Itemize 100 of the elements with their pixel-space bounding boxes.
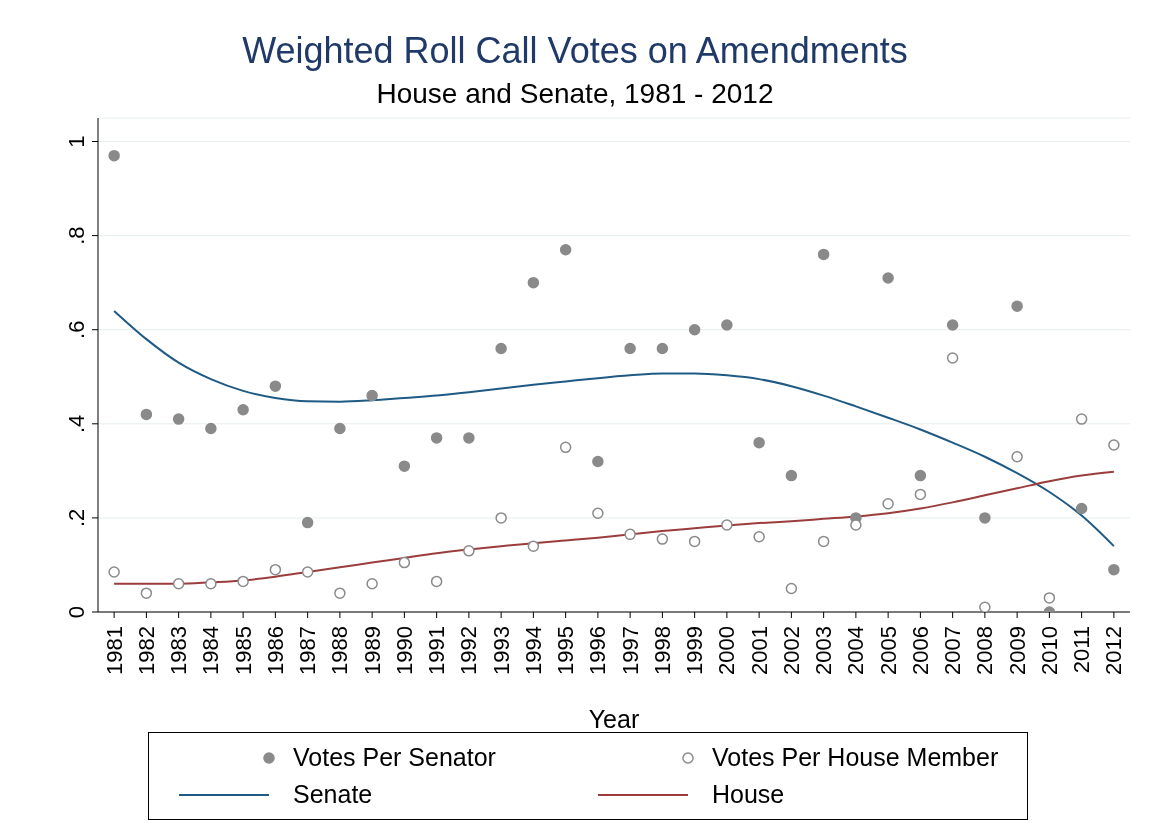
point bbox=[656, 533, 669, 545]
x-tick-label: 1981 bbox=[101, 626, 127, 675]
x-tick-label: 1998 bbox=[649, 626, 675, 675]
x-tick-label: 2008 bbox=[972, 626, 998, 675]
point bbox=[592, 455, 604, 468]
point bbox=[1011, 300, 1023, 312]
x-tick-label: 2010 bbox=[1036, 626, 1062, 675]
point bbox=[430, 575, 443, 588]
point bbox=[1043, 592, 1056, 604]
point bbox=[624, 342, 636, 355]
chart-subtitle: House and Senate, 1981 - 2012 bbox=[375, 78, 775, 110]
x-tick-label: 1992 bbox=[456, 626, 482, 675]
point bbox=[559, 243, 572, 256]
point bbox=[721, 319, 733, 331]
point bbox=[398, 460, 411, 472]
point bbox=[334, 587, 346, 599]
x-tick-label: 2002 bbox=[778, 626, 804, 675]
point bbox=[817, 248, 830, 261]
point bbox=[559, 441, 572, 454]
x-tick-label: 2011 bbox=[1069, 626, 1095, 674]
point bbox=[946, 352, 959, 364]
point bbox=[172, 578, 185, 590]
y-tick-label: .6 bbox=[64, 320, 89, 339]
legend-label: Votes Per Senator bbox=[293, 743, 496, 772]
x-tick-label: 2003 bbox=[811, 626, 837, 675]
point bbox=[624, 528, 636, 541]
x-tick-label: 2012 bbox=[1101, 626, 1127, 675]
x-tick-label: 2005 bbox=[875, 626, 901, 675]
point bbox=[946, 319, 959, 331]
line-series bbox=[113, 309, 1115, 548]
point bbox=[366, 389, 378, 402]
point bbox=[785, 469, 798, 482]
point bbox=[301, 566, 314, 578]
point bbox=[914, 469, 927, 482]
y-tick-label: 1 bbox=[64, 135, 89, 148]
point bbox=[785, 582, 798, 595]
x-tick-label: 2007 bbox=[940, 626, 966, 675]
y-tick-label: .8 bbox=[64, 226, 89, 245]
point bbox=[172, 413, 185, 425]
x-axis-title: Year bbox=[588, 705, 640, 733]
x-tick-label: 1999 bbox=[682, 626, 708, 675]
point bbox=[721, 519, 733, 531]
point bbox=[914, 488, 927, 501]
point bbox=[108, 566, 120, 578]
point bbox=[301, 516, 314, 529]
point bbox=[140, 408, 153, 421]
x-tick-label: 1995 bbox=[553, 626, 579, 675]
x-tick-label: 1982 bbox=[133, 626, 159, 675]
y-tick-label: .2 bbox=[64, 508, 89, 528]
point bbox=[269, 563, 282, 576]
point bbox=[817, 535, 830, 548]
x-tick-label: 1997 bbox=[617, 626, 643, 675]
point bbox=[592, 507, 604, 519]
legend-label: Senate bbox=[293, 780, 373, 809]
point bbox=[269, 380, 282, 392]
point bbox=[1075, 413, 1088, 425]
point bbox=[688, 535, 701, 548]
legend-label: Votes Per House Member bbox=[712, 743, 999, 772]
point bbox=[140, 587, 153, 599]
point bbox=[1108, 439, 1120, 451]
point bbox=[495, 512, 507, 524]
point bbox=[205, 422, 217, 435]
point bbox=[463, 545, 475, 557]
x-tick-label: 1993 bbox=[488, 626, 514, 675]
point bbox=[398, 556, 411, 569]
x-tick-label: 1996 bbox=[585, 626, 611, 675]
point bbox=[430, 432, 443, 444]
point bbox=[882, 498, 894, 510]
point bbox=[527, 276, 540, 289]
legend-label: House bbox=[712, 780, 785, 809]
point bbox=[1075, 502, 1088, 515]
x-tick-label: 1989 bbox=[359, 626, 385, 675]
x-tick-label: 1991 bbox=[424, 626, 450, 675]
point bbox=[753, 436, 765, 449]
x-tick-label: 2006 bbox=[907, 626, 933, 675]
x-tick-label: 1990 bbox=[391, 626, 417, 675]
point bbox=[1011, 450, 1023, 463]
x-tick-label: 1986 bbox=[262, 626, 288, 675]
point bbox=[850, 519, 862, 531]
x-tick-label: 2001 bbox=[746, 626, 772, 675]
point bbox=[205, 578, 217, 590]
y-tick-label: 0 bbox=[64, 605, 89, 619]
point bbox=[1108, 563, 1120, 576]
point bbox=[688, 323, 701, 336]
point bbox=[495, 342, 507, 355]
point bbox=[979, 601, 991, 612]
point bbox=[979, 512, 991, 524]
x-tick-label: 1983 bbox=[166, 626, 192, 675]
x-tick-label: 2009 bbox=[1004, 626, 1030, 675]
chart-title: Weighted Roll Call Votes on Amendments bbox=[241, 30, 909, 72]
x-tick-label: 1987 bbox=[295, 626, 321, 675]
point bbox=[366, 578, 378, 590]
point bbox=[753, 530, 765, 543]
point bbox=[527, 540, 540, 552]
point bbox=[463, 432, 475, 444]
point bbox=[237, 403, 249, 416]
y-tick-label: .4 bbox=[64, 414, 89, 433]
x-tick-label: 1988 bbox=[327, 626, 353, 675]
point bbox=[882, 272, 894, 284]
x-tick-label: 1994 bbox=[520, 626, 546, 675]
